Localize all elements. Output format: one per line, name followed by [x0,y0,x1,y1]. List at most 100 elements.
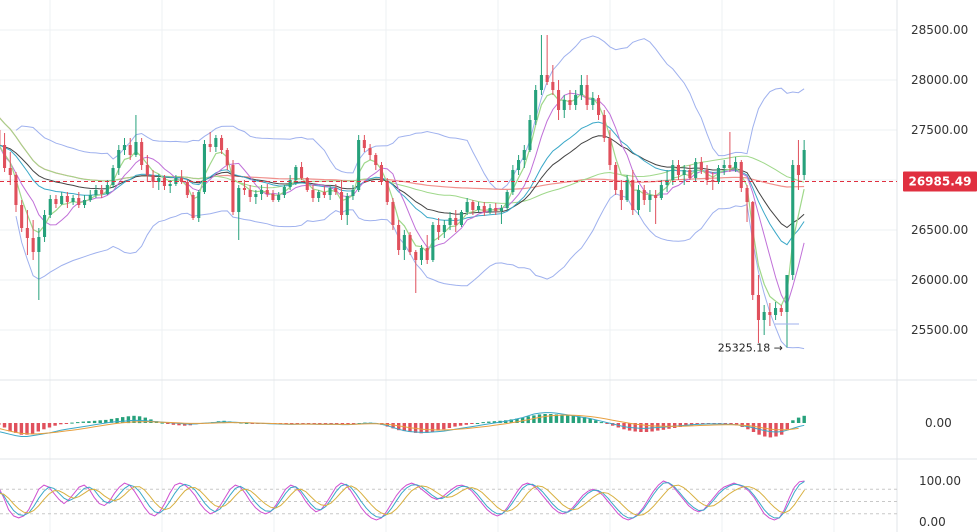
candle-down[interactable] [676,160,680,180]
candle-up[interactable] [682,165,686,185]
candle-up[interactable] [659,180,663,200]
candle-down[interactable] [311,185,315,202]
candle-up[interactable] [517,155,521,175]
candle-up[interactable] [117,145,121,175]
candle-down[interactable] [705,165,709,185]
price-axis[interactable]: 28500.0028000.0027500.0027000.0026500.00… [903,23,977,529]
candle-down[interactable] [779,305,783,316]
candle-up[interactable] [83,195,87,208]
candle-up[interactable] [345,193,349,225]
candle-down[interactable] [494,203,498,215]
candle-up[interactable] [277,192,281,202]
candle-up[interactable] [282,185,286,198]
candle-up[interactable] [260,185,264,200]
macd-pane[interactable] [0,412,806,438]
candle-down[interactable] [482,202,486,216]
candle-down[interactable] [271,190,275,202]
candle-down[interactable] [185,180,189,198]
candle-up[interactable] [574,90,578,110]
candle-down[interactable] [368,144,372,160]
candle-up[interactable] [534,85,538,125]
candle-up[interactable] [60,192,64,205]
candle-down[interactable] [711,172,715,190]
candle-up[interactable] [122,138,126,155]
candle-up[interactable] [71,195,75,205]
candle-up[interactable] [197,190,201,222]
candle-down[interactable] [77,192,81,208]
stochastic-pane[interactable] [0,480,897,521]
candle-up[interactable] [785,275,789,348]
candle-down[interactable] [265,184,269,197]
candle-up[interactable] [774,302,778,320]
candle-up[interactable] [134,115,138,157]
candle-up[interactable] [488,204,492,214]
candle-down[interactable] [8,152,12,185]
candle-down[interactable] [425,235,429,264]
candle-down[interactable] [768,303,772,326]
candle-down[interactable] [585,75,589,110]
candle-down[interactable] [471,200,475,215]
candle-up[interactable] [522,145,526,168]
candle-up[interactable] [357,135,361,192]
candle-down[interactable] [745,185,749,222]
candle-down[interactable] [654,190,658,224]
candle-down[interactable] [391,198,395,230]
candle-down[interactable] [631,170,635,215]
candle-down[interactable] [140,138,144,170]
candle-up[interactable] [157,174,161,190]
candle-down[interactable] [31,220,35,260]
candle-down[interactable] [608,130,612,170]
candle-down[interactable] [699,157,703,174]
candle-down[interactable] [100,185,104,198]
candle-up[interactable] [168,180,172,193]
candle-down[interactable] [300,162,304,180]
candle-up[interactable] [722,160,726,175]
candle-down[interactable] [128,138,132,160]
candle-up[interactable] [579,75,583,100]
candle-down[interactable] [796,140,800,190]
candle-down[interactable] [454,210,458,232]
candle-up[interactable] [317,190,321,202]
candle-up[interactable] [214,135,218,152]
candle-up[interactable] [351,185,355,200]
candle-down[interactable] [334,184,338,195]
candle-up[interactable] [499,205,503,224]
candle-down[interactable] [728,132,732,172]
candle-down[interactable] [568,90,572,110]
current-price-tag[interactable] [903,171,977,192]
candle-down[interactable] [642,185,646,205]
candle-up[interactable] [802,140,806,180]
candle-down[interactable] [25,210,29,255]
candle-up[interactable] [791,160,795,280]
candle-up[interactable] [636,185,640,215]
candle-down[interactable] [374,153,378,170]
candle-down[interactable] [362,135,366,152]
candle-down[interactable] [551,65,555,95]
candle-up[interactable] [477,202,481,212]
candle-up[interactable] [539,35,543,95]
candle-up[interactable] [442,220,446,238]
candle-down[interactable] [3,133,7,172]
candle-down[interactable] [54,195,58,208]
candle-up[interactable] [48,195,52,218]
candle-up[interactable] [105,180,109,195]
candle-down[interactable] [162,175,166,190]
candle-up[interactable] [671,160,675,185]
candle-down[interactable] [220,135,224,154]
candle-up[interactable] [528,115,532,152]
candle-up[interactable] [762,305,766,335]
candle-down[interactable] [322,186,326,198]
candle-down[interactable] [437,218,441,240]
candle-up[interactable] [328,185,332,200]
candle-down[interactable] [385,178,389,205]
candle-down[interactable] [619,180,623,210]
candle-up[interactable] [254,190,258,204]
price-pane[interactable]: 25325.18 → [0,35,897,354]
candle-up[interactable] [94,185,98,198]
candle-down[interactable] [408,232,412,255]
candle-up[interactable] [237,185,241,240]
candle-up[interactable] [431,222,435,262]
candle-down[interactable] [242,180,246,195]
candle-up[interactable] [465,198,469,215]
